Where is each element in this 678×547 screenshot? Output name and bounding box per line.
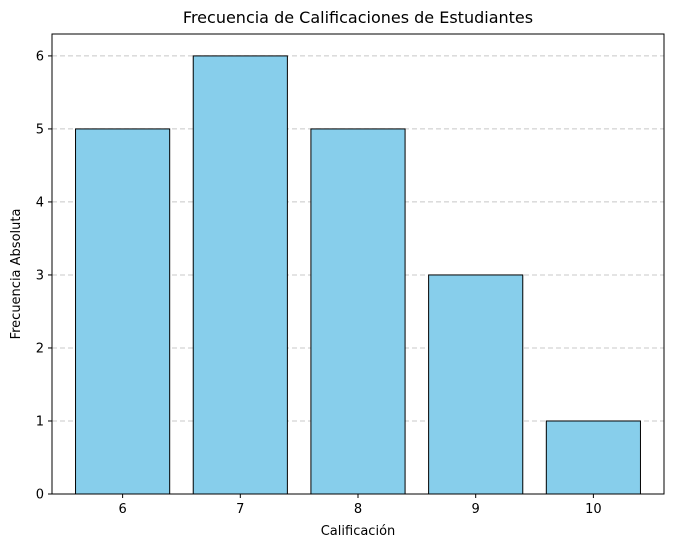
x-tick-label: 10	[585, 502, 602, 517]
x-tick-label: 7	[236, 502, 244, 517]
bars	[75, 55, 641, 495]
y-tick-label: 5	[36, 122, 44, 137]
x-tick-label: 8	[354, 502, 362, 517]
y-axis-label: Frecuencia Absoluta	[9, 209, 24, 340]
y-tick-label: 0	[36, 488, 44, 503]
y-tick-label: 2	[36, 341, 44, 356]
x-tick-label: 9	[472, 502, 480, 517]
x-axis-label: Calificación	[321, 524, 396, 539]
y-tick-label: 6	[36, 49, 44, 64]
x-tick-label: 6	[118, 502, 126, 517]
y-tick-label: 3	[36, 268, 44, 283]
bar-8	[310, 128, 406, 495]
y-axis-ticks: 0 1 2 3 4 5 6	[36, 49, 52, 503]
bar-10	[545, 420, 641, 495]
bar-6	[75, 128, 171, 495]
x-axis-ticks: 6 7 8 9 10	[118, 494, 602, 517]
chart-title: Frecuencia de Calificaciones de Estudian…	[183, 8, 533, 27]
y-tick-label: 4	[36, 195, 44, 210]
bar-9	[428, 274, 524, 495]
y-tick-label: 1	[36, 414, 44, 429]
bar-7	[192, 55, 288, 495]
